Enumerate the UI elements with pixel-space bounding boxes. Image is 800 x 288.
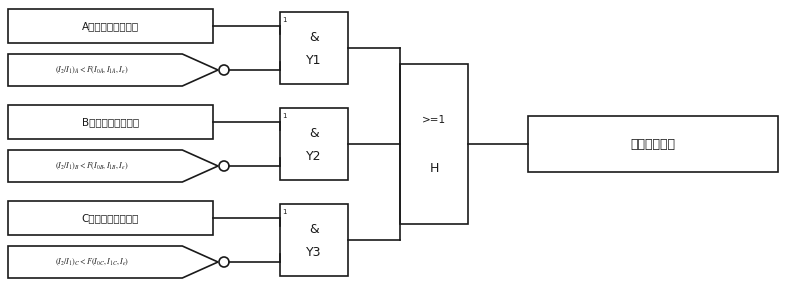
Text: &: &: [309, 223, 319, 236]
Text: &: &: [309, 31, 319, 44]
Bar: [280, 12, 348, 84]
Text: H: H: [430, 162, 438, 175]
Text: Y3: Y3: [306, 247, 322, 259]
Text: $(I_2/I_1)_A<F(I_{0A},I_{1A},I_e)$: $(I_2/I_1)_A<F(I_{0A},I_{1A},I_e)$: [55, 65, 129, 75]
Bar: [8, 105, 213, 139]
Bar: [8, 9, 213, 43]
Text: $(I_2/I_1)_B<F(I_{0B},I_{1B},I_e)$: $(I_2/I_1)_B<F(I_{0B},I_{1B},I_e)$: [55, 160, 129, 172]
Text: Y2: Y2: [306, 150, 322, 164]
Text: 1: 1: [282, 209, 286, 215]
Bar: [280, 108, 348, 180]
Bar: [8, 201, 213, 235]
Text: Y1: Y1: [306, 54, 322, 67]
Text: A相差动继电器动作: A相差动继电器动作: [82, 21, 139, 31]
Text: &: &: [309, 127, 319, 141]
Text: >=1: >=1: [422, 115, 446, 125]
Text: 差动保护跳闸: 差动保护跳闸: [630, 137, 675, 151]
Text: C相差动继电器动作: C相差动继电器动作: [82, 213, 139, 223]
Text: $(I_2/I_1)_C<F(I_{0C},I_{1C},I_e)$: $(I_2/I_1)_C<F(I_{0C},I_{1C},I_e)$: [55, 257, 129, 268]
Bar: [528, 116, 778, 172]
Text: B相差动继电器动作: B相差动继电器动作: [82, 117, 139, 127]
Text: 1: 1: [282, 113, 286, 119]
Bar: [400, 64, 468, 224]
Text: 1: 1: [282, 17, 286, 23]
Bar: [280, 204, 348, 276]
